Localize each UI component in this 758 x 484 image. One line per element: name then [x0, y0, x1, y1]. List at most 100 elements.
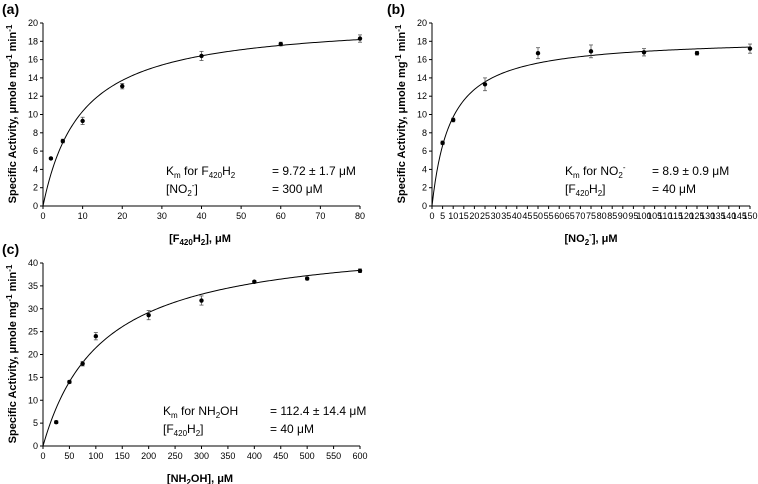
panel-a-x-tick-label: 10	[78, 211, 88, 221]
panel-b-y-tick-label: 18	[417, 36, 427, 46]
panel-b-x-tick-label: 25	[480, 211, 490, 221]
panel-b-data-point	[747, 46, 753, 51]
panel-c-annot-line2-value: = 40 μM	[270, 422, 314, 436]
panel-b-data-point	[482, 82, 488, 87]
panel-b-x-tick-label: 5	[440, 211, 445, 221]
panel-c-x-tick-label: 350	[220, 451, 235, 461]
panel-c-y-tick-label: 5	[33, 418, 38, 428]
panel-b-x-tick-label: 85	[607, 211, 617, 221]
panel-a-data-point	[199, 53, 204, 59]
panel-b-x-tick-label: 105	[647, 211, 662, 221]
panel-a-annot-line1-value: = 9.72 ± 1.7 μM	[272, 164, 356, 178]
panel-a-data-point	[120, 83, 125, 89]
panel-b-annotation: Km for NO2- = 8.9 ± 0.9 μM [F420H2] = 40…	[565, 163, 729, 198]
panel-a-y-tick-label: 16	[28, 55, 38, 65]
panel-b-x-tick-label: 75	[586, 211, 596, 221]
panel-b-label: (b)	[387, 1, 405, 17]
panel-b-y-tick-label: 10	[417, 110, 427, 120]
panel-b-data-point	[588, 49, 594, 54]
panel-c-data-point	[304, 276, 310, 281]
panel-a-y-tick-label: 8	[33, 128, 38, 138]
panel-b-x-tick-label: 115	[669, 211, 683, 221]
panel-b-x-tick-label: 80	[597, 211, 607, 221]
panel-a-plot: 0 2 4 6 8 10 12 14 16 18 20 0 10 20 30 40 50 60 70 80	[28, 18, 365, 221]
panel-b-annot-line1-label: Km for NO2-	[565, 163, 626, 180]
panel-a-y-tick-label: 10	[28, 110, 38, 120]
panel-b-y-tick-label: 8	[422, 128, 427, 138]
panel-b-x-tick-label: 50	[533, 211, 543, 221]
panel-b-data-point	[440, 140, 445, 146]
panel-b-x-tick-label: 10	[448, 211, 458, 221]
panel-b-annot-line1-value: = 8.9 ± 0.9 μM	[652, 164, 729, 178]
panel-b-x-tick-label: 125	[689, 211, 704, 221]
panel-c-x-tick-label: 500	[300, 451, 315, 461]
panel-b-x-tick-label: 95	[628, 211, 638, 221]
panel-c-y-tick-label: 10	[28, 395, 38, 405]
panel-a-data-point	[60, 138, 66, 144]
panel-c-y-tick-label: 30	[28, 304, 38, 314]
panel-a-y-axis-title: Specific Activity, μmole mg-1 min-1	[5, 24, 19, 203]
panel-a-data-point	[278, 41, 283, 47]
panel-a-x-tick-label: 0	[40, 211, 45, 221]
panel-c-data-point	[199, 298, 204, 303]
panel-b-y-tick-label: 14	[417, 73, 427, 83]
panel-c-data-point	[252, 279, 257, 284]
panel-c-data-point	[93, 334, 99, 339]
panel-c-annot-line1-value: = 112.4 ± 14.4 μM	[270, 404, 366, 418]
panel-b-x-tick-label: 110	[658, 211, 672, 221]
panel-b-data-point	[694, 50, 700, 56]
panel-a-x-tick-label: 30	[157, 211, 167, 221]
panel-b-y-tick-label: 20	[417, 18, 427, 28]
panel-c-annot-line1-label: Km for NH2OH	[163, 404, 238, 420]
panel-b-x-tick-label: 120	[679, 211, 694, 221]
panel-c-data-point	[80, 361, 85, 366]
panel-b-x-tick-label: 60	[554, 211, 564, 221]
panel-a-x-tick-label: 70	[315, 211, 325, 221]
panel-b-y-tick-label: 16	[417, 55, 427, 65]
panel-b-annot-line2-value: = 40 μM	[652, 182, 696, 196]
panel-a-y-tick-label: 20	[28, 18, 38, 28]
panel-a-y-tick-label: 4	[33, 164, 38, 174]
panel-a-y-tick-label: 6	[33, 146, 38, 156]
panel-b-x-tick-label: 45	[522, 211, 532, 221]
panel-c-x-tick-label: 200	[141, 451, 156, 461]
panel-b-y-axis-title: Specific Activity, μmole mg-1 min-1	[394, 24, 408, 203]
panel-b-x-tick-label: 70	[575, 211, 585, 221]
panel-c-x-tick-label: 50	[64, 451, 74, 461]
panel-c-x-tick-label: 550	[326, 451, 341, 461]
panel-c-y-tick-label: 25	[28, 327, 38, 337]
panel-c-x-tick-label: 400	[247, 451, 262, 461]
panel-b-data-point	[641, 50, 647, 55]
panel-c-x-tick-label: 0	[40, 451, 45, 461]
panel-a-annot-line2-value: = 300 μM	[272, 182, 323, 196]
panel-b-y-tick-label: 4	[422, 164, 427, 174]
panel-a-data-point	[48, 156, 54, 161]
panel-a-annot-line1-label: Km for F420H2	[166, 164, 236, 180]
panel-c-x-tick-label: 300	[194, 451, 209, 461]
panel-a-y-tick-label: 2	[33, 183, 38, 193]
panel-c-data-point	[357, 268, 363, 273]
panel-c-fit-curve	[42, 269, 361, 447]
panel-c-annotation: Km for NH2OH = 112.4 ± 14.4 μM [F420H2] …	[163, 404, 366, 438]
panel-b-x-tick-label: 15	[459, 211, 469, 221]
panel-a-data-point	[357, 36, 363, 41]
panel-c-label: (c)	[2, 241, 19, 257]
panel-c-y-tick-label: 0	[33, 441, 38, 451]
panel-c-x-tick-label: 600	[352, 451, 367, 461]
panel-b-annot-line2-label: [F420H2]	[565, 182, 606, 198]
panel-c-x-tick-label: 100	[88, 451, 103, 461]
panel-b-y-tick-label: 2	[422, 183, 427, 193]
panel-a-y-tick-label: 12	[28, 91, 38, 101]
panel-b-data-point	[535, 50, 541, 56]
panel-c-x-tick-label: 450	[273, 451, 288, 461]
panel-b-x-tick-label: 145	[732, 211, 747, 221]
panel-c-x-axis-title: [NH2OH], μM	[167, 473, 233, 484]
panel-c-y-tick-label: 15	[28, 372, 38, 382]
panel-a-x-tick-label: 50	[236, 211, 246, 221]
panel-b-y-tick-label: 12	[417, 91, 427, 101]
panel-b-x-tick-label: 130	[700, 211, 715, 221]
panel-a-x-axis-title: [F420H2], μM	[169, 233, 231, 247]
panel-a-x-tick-label: 20	[117, 211, 127, 221]
